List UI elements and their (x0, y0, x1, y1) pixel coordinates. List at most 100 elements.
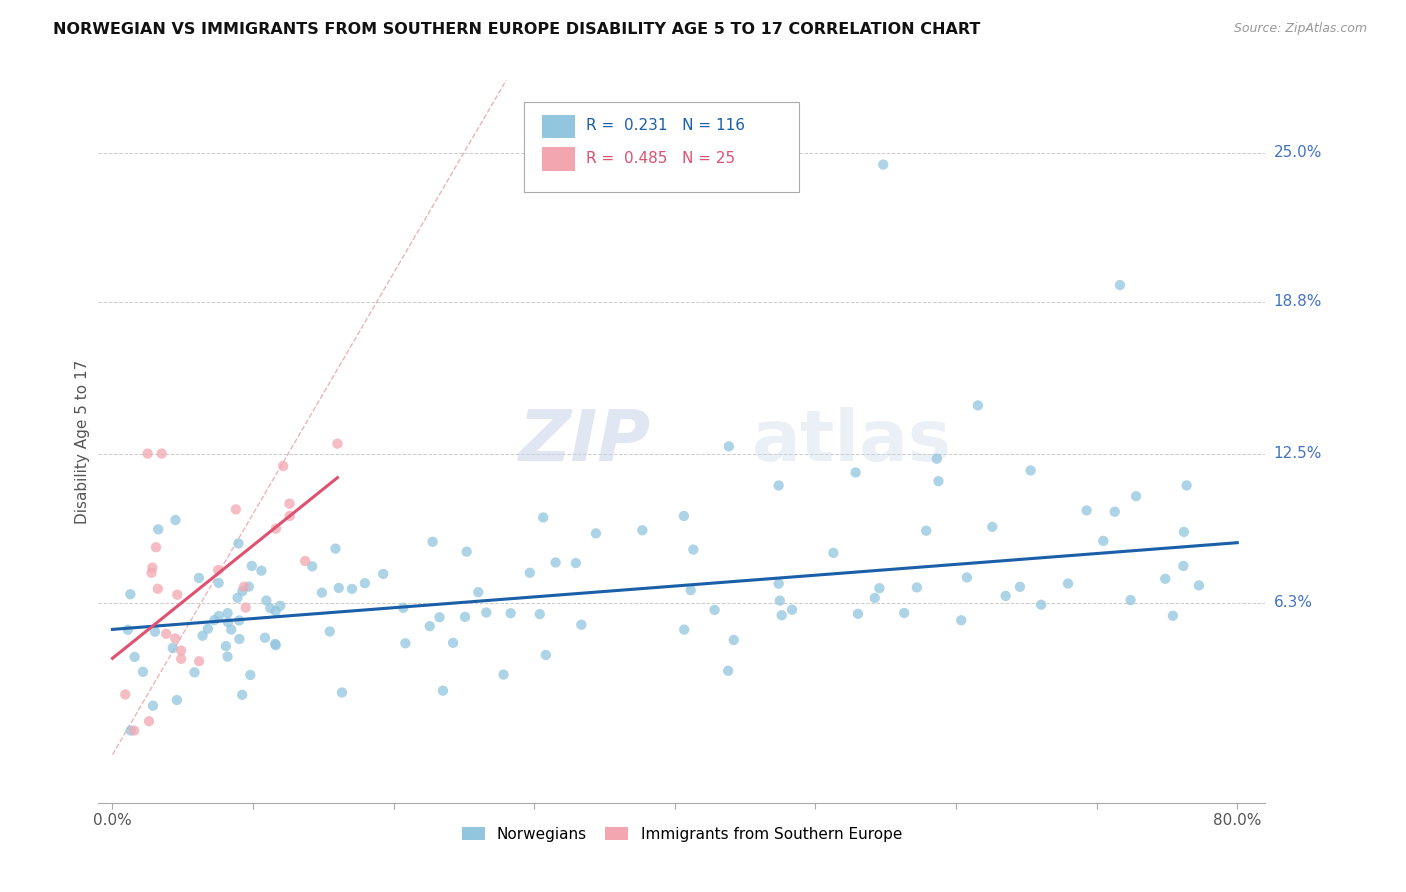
Point (717, 439, 740, 453)
Point (145, 540, 167, 554)
Text: NORWEGIAN VS IMMIGRANTS FROM SOUTHERN EUROPE DISABILITY AGE 5 TO 17 CORRELATION : NORWEGIAN VS IMMIGRANTS FROM SOUTHERN EU… (53, 22, 981, 37)
Point (672, 508, 695, 523)
Point (278, 508, 301, 523)
Point (162, 640, 184, 655)
Point (301, 559, 323, 574)
Point (768, 576, 790, 591)
Text: ZIP: ZIP (519, 407, 651, 476)
Point (585, 526, 607, 541)
FancyBboxPatch shape (524, 102, 799, 193)
Text: 12.5%: 12.5% (1274, 446, 1322, 461)
Point (120, 723, 142, 738)
Point (981, 520, 1004, 534)
Point (294, 554, 316, 568)
Point (141, 566, 163, 580)
Point (534, 648, 557, 662)
Point (328, 581, 350, 595)
Point (432, 683, 454, 698)
Text: R =  0.231   N = 116: R = 0.231 N = 116 (586, 119, 745, 133)
Point (1029, 598, 1052, 612)
Point (170, 643, 193, 657)
Point (519, 566, 541, 580)
Point (925, 451, 948, 466)
Point (250, 564, 273, 578)
Point (166, 588, 188, 602)
Point (565, 556, 588, 570)
Point (114, 687, 136, 701)
Point (208, 575, 231, 590)
Point (768, 478, 790, 492)
Point (682, 542, 704, 557)
Point (1076, 503, 1098, 517)
Text: 6.3%: 6.3% (1274, 595, 1313, 610)
Point (441, 636, 464, 650)
Point (1125, 489, 1147, 503)
Point (1188, 578, 1211, 592)
Point (915, 524, 938, 538)
Point (994, 589, 1017, 603)
Point (146, 582, 169, 596)
Point (419, 619, 441, 633)
Point (769, 593, 792, 607)
Point (429, 610, 451, 624)
Point (373, 566, 395, 581)
Point (1175, 478, 1198, 492)
Point (271, 459, 294, 474)
Point (703, 603, 725, 617)
Point (893, 606, 915, 620)
Point (228, 632, 250, 646)
Point (531, 510, 554, 524)
Point (1019, 463, 1042, 477)
Point (340, 582, 363, 596)
Text: 18.8%: 18.8% (1274, 294, 1322, 310)
Point (1119, 593, 1142, 607)
Point (217, 615, 239, 630)
Point (197, 622, 219, 636)
Point (1104, 505, 1126, 519)
Point (1173, 558, 1195, 573)
Point (950, 613, 973, 627)
Point (354, 576, 377, 591)
Point (454, 610, 477, 624)
Point (845, 466, 868, 480)
Point (170, 652, 193, 666)
Point (188, 654, 211, 668)
Point (240, 558, 263, 573)
Point (150, 446, 173, 460)
Point (117, 623, 139, 637)
Point (155, 626, 177, 640)
Bar (541, 147, 575, 170)
Point (264, 522, 287, 536)
Point (823, 546, 845, 560)
Point (1109, 277, 1132, 292)
Point (217, 649, 239, 664)
Point (269, 599, 291, 613)
Point (132, 665, 155, 679)
Point (226, 591, 249, 605)
Point (259, 601, 281, 615)
Point (219, 623, 242, 637)
Point (239, 668, 262, 682)
Text: R =  0.485   N = 25: R = 0.485 N = 25 (586, 151, 735, 166)
Point (142, 698, 165, 713)
Point (124, 649, 146, 664)
Point (217, 606, 239, 620)
Point (1008, 580, 1031, 594)
Point (225, 502, 247, 516)
Point (238, 580, 260, 594)
Point (264, 637, 287, 651)
Point (544, 556, 567, 570)
Text: 25.0%: 25.0% (1274, 145, 1322, 160)
Point (499, 606, 522, 620)
Point (120, 587, 142, 601)
Point (233, 580, 256, 594)
Point (187, 571, 209, 585)
Text: Source: ZipAtlas.com: Source: ZipAtlas.com (1233, 22, 1367, 36)
Point (228, 614, 250, 628)
Point (231, 584, 253, 599)
Point (254, 593, 277, 607)
Point (927, 474, 949, 488)
Point (215, 639, 238, 653)
Point (264, 638, 287, 652)
Point (905, 581, 928, 595)
